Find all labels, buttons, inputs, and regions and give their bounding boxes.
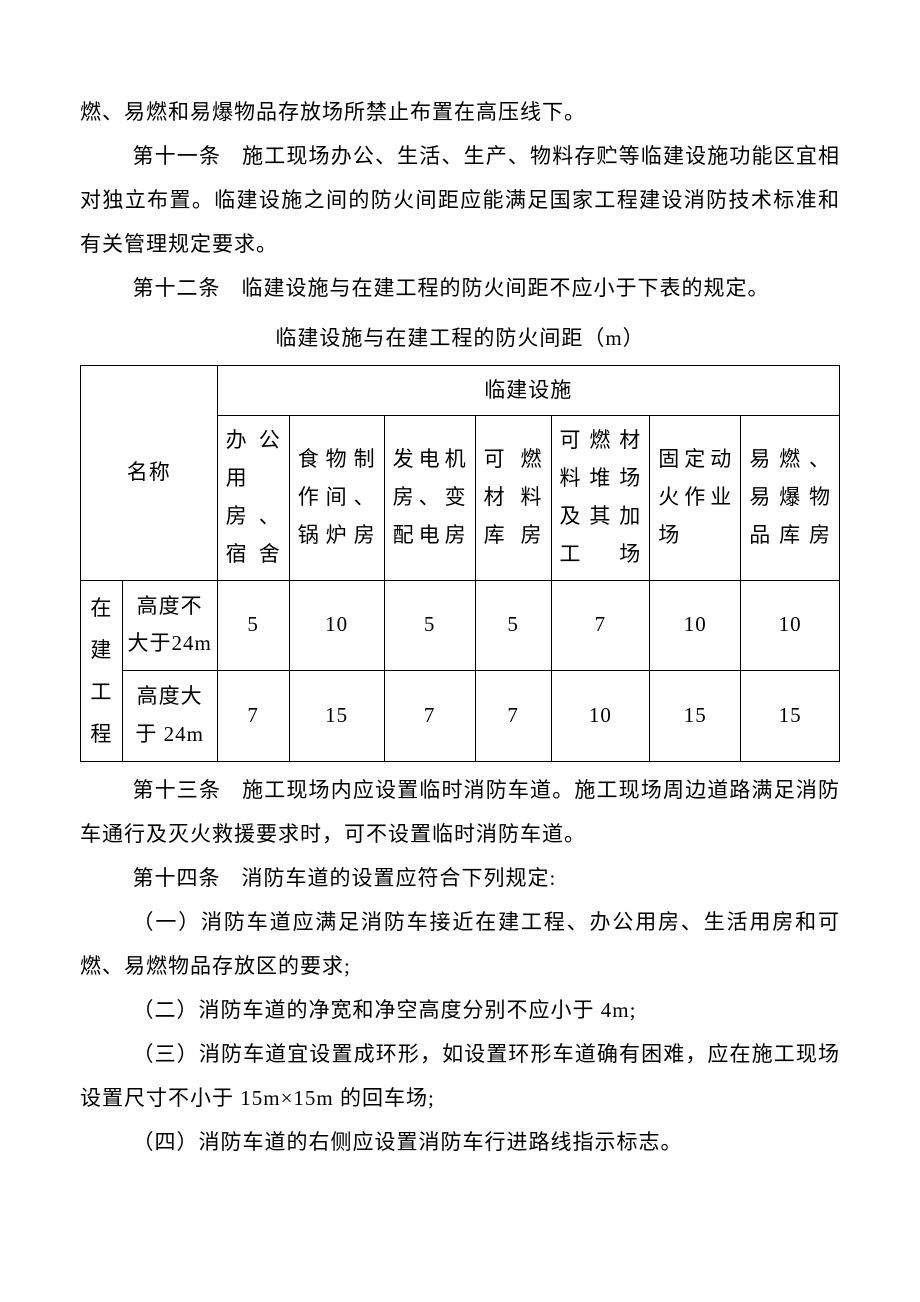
- column-header: 可燃材料库房: [475, 416, 551, 580]
- column-header: 发电机房、变配电房: [384, 416, 475, 580]
- table-cell: 7: [475, 671, 551, 762]
- fire-distance-table: 名称 临建设施 办公用房、宿舍 食物制作间、锅炉房 发电机房、变配电房 可燃材料…: [80, 365, 840, 762]
- body-text-continuation: 燃、易燃和易爆物品存放场所禁止布置在高压线下。: [80, 90, 840, 134]
- article-label: 第十三条: [133, 778, 222, 802]
- row-group-char: 工: [90, 671, 112, 713]
- table-cell: 10: [289, 580, 384, 671]
- article-11: 第十一条施工现场办公、生活、生产、物料存贮等临建设施功能区宜相对独立布置。临建设…: [80, 134, 840, 266]
- column-header: 食物制作间、锅炉房: [289, 416, 384, 580]
- list-item-4: （四）消防车道的右侧应设置消防车行进路线指示标志。: [80, 1120, 840, 1164]
- table-cell: 15: [289, 671, 384, 762]
- column-header: 可燃材料堆场及其加工场: [551, 416, 650, 580]
- row-group-char: 建: [90, 629, 112, 671]
- article-12: 第十二条临建设施与在建工程的防火间距不应小于下表的规定。: [80, 266, 840, 310]
- article-label: 第十二条: [133, 276, 221, 300]
- row-group-char: 在: [90, 587, 112, 629]
- row-label: 高度不大于24m: [122, 580, 217, 671]
- table-cell: 10: [650, 580, 741, 671]
- column-header: 易燃、易爆物品库房: [741, 416, 840, 580]
- list-item-1: （一）消防车道应满足消防车接近在建工程、办公用房、生活用房和可燃、易燃物品存放区…: [80, 900, 840, 988]
- row-group-char: 程: [90, 713, 112, 755]
- table-row: 高度大于 24m 7 15 7 7 10 15 15: [81, 671, 840, 762]
- table-cell: 7: [217, 671, 289, 762]
- article-14: 第十四条消防车道的设置应符合下列规定:: [80, 856, 840, 900]
- table-cell: 5: [217, 580, 289, 671]
- row-group-cell: 在 建 工 程: [81, 580, 123, 761]
- table-row: 在 建 工 程 高度不大于24m 5 10 5 5 7 10 10: [81, 580, 840, 671]
- table-cell: 10: [551, 671, 650, 762]
- article-text: 临建设施与在建工程的防火间距不应小于下表的规定。: [242, 276, 770, 300]
- table-cell: 5: [475, 580, 551, 671]
- table-caption: 临建设施与在建工程的防火间距（m）: [80, 316, 840, 360]
- list-item-3: （三）消防车道宜设置成环形，如设置环形车道确有困难，应在施工现场设置尺寸不小于 …: [80, 1032, 840, 1120]
- column-header: 办公用房、宿舍: [217, 416, 289, 580]
- article-label: 第十一条: [133, 144, 222, 168]
- list-item-2: （二）消防车道的净宽和净空高度分别不应小于 4m;: [80, 988, 840, 1032]
- column-header: 固定动火作业场: [650, 416, 741, 580]
- table-cell: 7: [384, 671, 475, 762]
- table-cell: 15: [650, 671, 741, 762]
- article-label: 第十四条: [133, 866, 221, 890]
- table-cell: 5: [384, 580, 475, 671]
- table-cell: 15: [741, 671, 840, 762]
- article-13: 第十三条施工现场内应设置临时消防车道。施工现场周边道路满足消防车通行及灭火救援要…: [80, 768, 840, 856]
- table-header-row: 名称 临建设施: [81, 365, 840, 416]
- name-header-cell: 名称: [81, 365, 218, 580]
- table-cell: 7: [551, 580, 650, 671]
- row-label: 高度大于 24m: [122, 671, 217, 762]
- group-header-cell: 临建设施: [217, 365, 839, 416]
- article-text: 消防车道的设置应符合下列规定:: [242, 866, 557, 890]
- table-cell: 10: [741, 580, 840, 671]
